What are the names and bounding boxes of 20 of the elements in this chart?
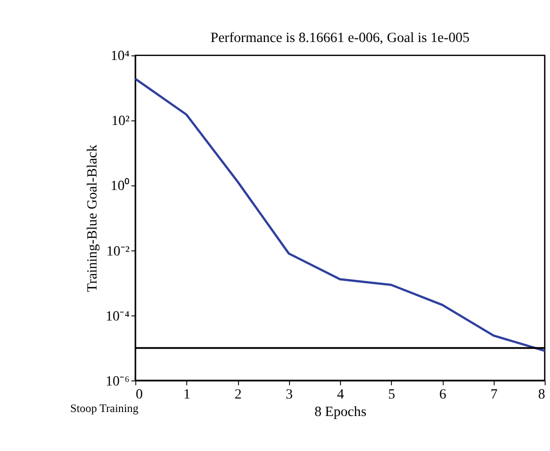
- x-tick-label: 1: [183, 386, 190, 402]
- y-tick-label: 10²: [111, 113, 130, 130]
- x-tick-label: 0: [136, 386, 143, 402]
- y-tick-label: 10⁻⁴: [106, 308, 130, 324]
- y-axis-title: Training-Blue Goal-Black: [84, 144, 101, 292]
- y-tick-label: 10⁻⁶: [106, 373, 130, 390]
- text: Stoop Training: [70, 403, 139, 416]
- x-tick-label: 5: [388, 386, 396, 402]
- x-axis-title: 8 Epochs: [314, 404, 366, 420]
- x-tick-label: 8: [538, 386, 546, 402]
- x-tick-label: 3: [286, 386, 293, 402]
- y-tick-label: 10⁰: [110, 178, 130, 194]
- x-tick-label: 6: [439, 386, 446, 402]
- line-series: [134, 78, 546, 352]
- x-tick-label: 7: [490, 386, 498, 402]
- x-tick-label: 2: [234, 386, 242, 402]
- y-tick-label: 10⁴: [110, 48, 130, 64]
- y-tick-label: 10⁻²: [106, 243, 130, 260]
- x-tick-label: 4: [336, 386, 344, 402]
- chart-title: Performance is 8.16661 e-006, Goal is 1e-005: [210, 30, 470, 46]
